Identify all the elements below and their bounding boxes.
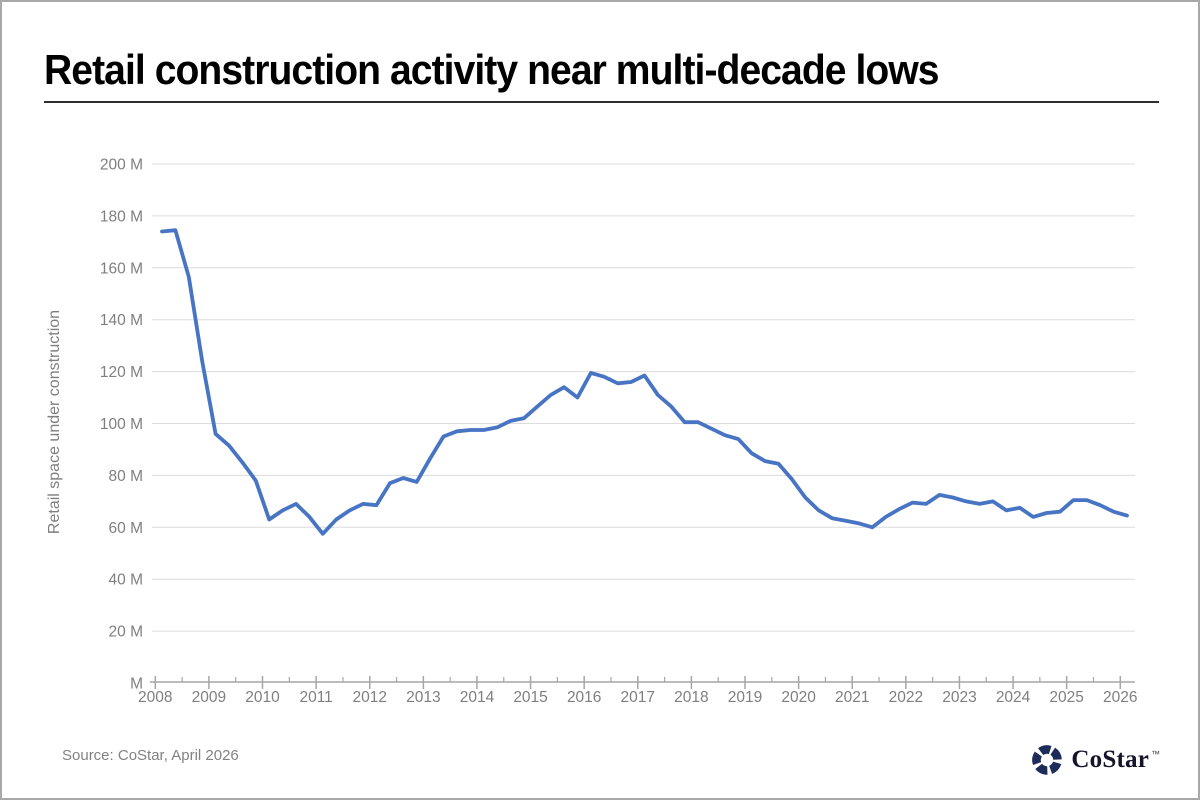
costar-logo-text: CoStar [1071,746,1149,773]
y-tick-label: 120 M [100,364,143,381]
y-tick-label: 40 M [109,572,143,589]
y-tick-label: 20 M [109,624,143,641]
y-tick-label: 100 M [100,416,143,433]
x-tick-label: 2023 [942,689,976,706]
x-tick-label: 2024 [996,689,1031,706]
data-line [160,228,1129,536]
x-tick-label: 2020 [781,689,816,706]
x-tick-label: 2008 [138,689,172,706]
y-tick-label: 140 M [100,312,143,329]
y-tick-label: 60 M [109,520,143,537]
title-underline [44,101,1159,103]
x-tick-label: 2012 [352,689,386,706]
x-tick-label: 2026 [1103,689,1137,706]
x-tick-label: 2009 [192,689,226,706]
y-tick-label: 160 M [100,260,143,277]
y-tick-label: 180 M [100,208,143,225]
x-tick-label: 2017 [621,689,655,706]
x-tick-label: 2014 [460,689,495,706]
costar-logo: CoStar ™ [1030,742,1160,778]
x-tick-label: 2016 [567,689,601,706]
y-tick-label: M [130,676,143,693]
y-axis-title: Retail space under construction [46,310,63,534]
x-tick-label: 2015 [513,689,547,706]
x-tick-label: 2018 [674,689,708,706]
y-tick-label: 80 M [109,468,143,485]
y-tick-label: 200 M [100,157,143,174]
x-tick-label: 2025 [1049,689,1083,706]
x-tick-label: 2010 [245,689,280,706]
trademark-symbol: ™ [1151,749,1160,759]
x-tick-label: 2013 [406,689,440,706]
x-tick-label: 2019 [728,689,762,706]
chart-title: Retail construction activity near multi-… [44,46,940,93]
x-tick-label: 2022 [889,689,923,706]
x-tick-label: 2021 [835,689,869,706]
source-note: Source: CoStar, April 2026 [62,747,239,764]
x-tick-label: 2011 [299,689,332,706]
costar-pinwheel-icon [1032,745,1063,775]
